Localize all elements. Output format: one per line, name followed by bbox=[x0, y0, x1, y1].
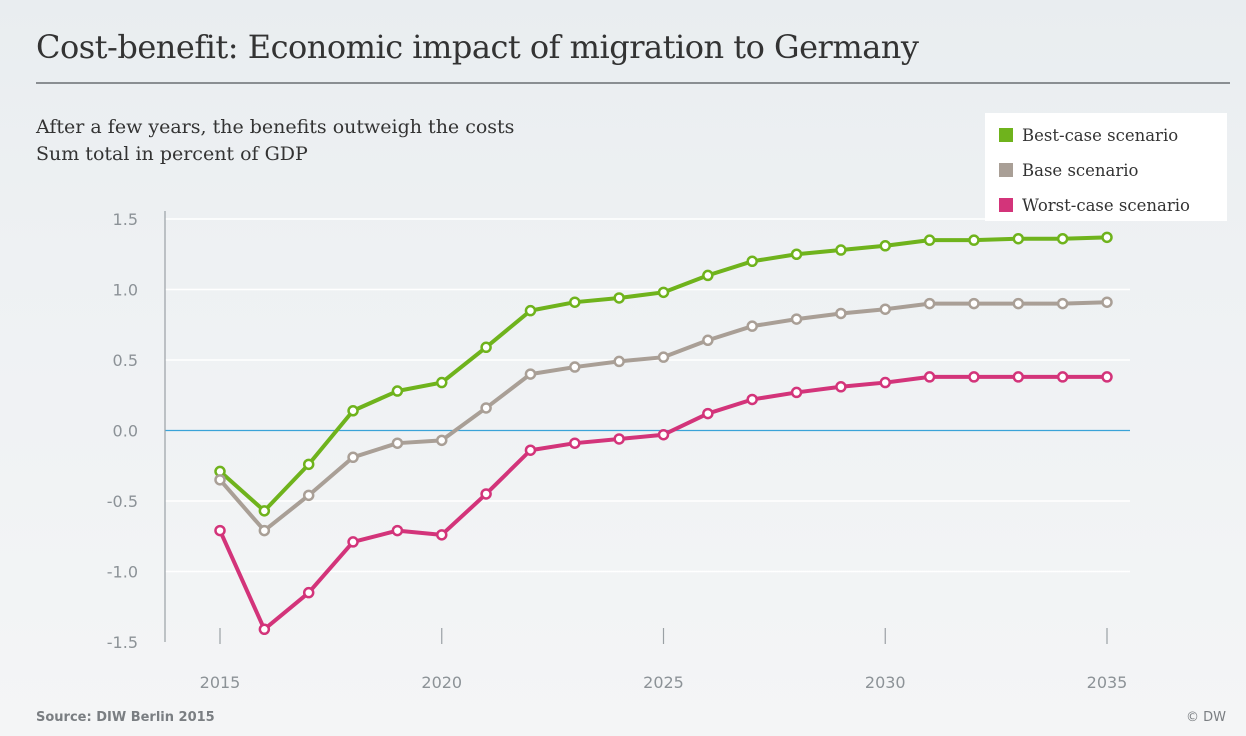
data-point-worst-case-scenario bbox=[569, 437, 581, 449]
data-point-best-case-scenario bbox=[1101, 231, 1113, 244]
data-point-base-scenario bbox=[480, 402, 492, 414]
data-point-worst-case-scenario bbox=[657, 428, 670, 441]
subtitle-line-1: After a few years, the benefits outweigh… bbox=[36, 116, 515, 138]
data-point-worst-case-scenario bbox=[480, 488, 492, 500]
data-point-base-scenario bbox=[835, 307, 847, 320]
data-point-base-scenario bbox=[436, 434, 448, 447]
legend-label-base: Base scenario bbox=[1022, 160, 1139, 180]
data-point-base-scenario bbox=[613, 355, 625, 368]
x-tick-label: 2025 bbox=[643, 673, 684, 692]
x-tick-label: 2030 bbox=[865, 673, 906, 692]
data-point-worst-case-scenario bbox=[879, 376, 891, 389]
data-point-worst-case-scenario bbox=[347, 536, 359, 548]
data-point-best-case-scenario bbox=[258, 505, 271, 517]
data-point-base-scenario bbox=[1012, 297, 1025, 310]
x-tick-label: 2035 bbox=[1087, 673, 1128, 692]
data-point-best-case-scenario bbox=[968, 234, 980, 246]
y-tick-label: -1.5 bbox=[107, 633, 138, 652]
data-point-base-scenario bbox=[569, 361, 581, 373]
data-point-worst-case-scenario bbox=[968, 371, 980, 383]
data-point-base-scenario bbox=[347, 451, 359, 464]
data-point-best-case-scenario bbox=[879, 240, 891, 252]
data-point-best-case-scenario bbox=[923, 234, 936, 246]
data-point-worst-case-scenario bbox=[214, 524, 226, 537]
data-point-best-case-scenario bbox=[347, 405, 359, 417]
data-point-base-scenario bbox=[790, 313, 803, 325]
data-point-base-scenario bbox=[214, 474, 226, 486]
data-point-worst-case-scenario bbox=[702, 407, 714, 420]
legend-item-best-case: Best-case scenario bbox=[999, 125, 1178, 145]
data-point-worst-case-scenario bbox=[1101, 371, 1113, 383]
data-point-best-case-scenario bbox=[613, 292, 625, 304]
legend-label-worst-case: Worst-case scenario bbox=[1022, 195, 1190, 215]
data-point-best-case-scenario bbox=[1056, 232, 1069, 245]
data-point-best-case-scenario bbox=[790, 248, 803, 260]
data-point-base-scenario bbox=[258, 524, 271, 537]
data-point-best-case-scenario bbox=[657, 286, 670, 299]
y-tick-label: -0.5 bbox=[107, 492, 138, 511]
data-point-base-scenario bbox=[391, 437, 404, 449]
data-point-worst-case-scenario bbox=[923, 371, 936, 383]
data-point-worst-case-scenario bbox=[835, 381, 847, 393]
source-note: Source: DIW Berlin 2015 bbox=[36, 710, 215, 725]
copyright-credit: © DW bbox=[1186, 710, 1226, 725]
legend-item-worst-case: Worst-case scenario bbox=[999, 195, 1190, 215]
data-point-best-case-scenario bbox=[1012, 232, 1025, 245]
data-point-base-scenario bbox=[524, 368, 537, 380]
data-point-base-scenario bbox=[923, 297, 936, 310]
data-point-best-case-scenario bbox=[746, 255, 758, 268]
data-point-best-case-scenario bbox=[480, 341, 492, 354]
data-point-base-scenario bbox=[302, 489, 315, 502]
subtitle-line-2: Sum total in percent of GDP bbox=[36, 143, 308, 165]
chart-subtitle: After a few years, the benefits outweigh… bbox=[36, 114, 514, 168]
legend-label-best-case: Best-case scenario bbox=[1022, 125, 1179, 145]
chart-title: Cost-benefit: Economic impact of migrati… bbox=[36, 28, 919, 66]
data-point-worst-case-scenario bbox=[436, 529, 448, 541]
data-point-worst-case-scenario bbox=[524, 444, 537, 456]
data-point-best-case-scenario bbox=[569, 296, 581, 308]
y-tick-label: 1.0 bbox=[113, 281, 138, 300]
legend-item-base: Base scenario bbox=[999, 160, 1138, 180]
y-tick-label: -1.0 bbox=[107, 563, 138, 582]
data-point-base-scenario bbox=[879, 303, 891, 315]
data-point-worst-case-scenario bbox=[1012, 371, 1025, 383]
data-point-best-case-scenario bbox=[391, 385, 404, 397]
y-tick-label: 0.5 bbox=[113, 351, 138, 370]
data-point-best-case-scenario bbox=[835, 244, 847, 256]
title-divider bbox=[36, 82, 1230, 84]
legend-swatch-base bbox=[999, 163, 1013, 177]
data-point-base-scenario bbox=[968, 297, 980, 310]
data-point-base-scenario bbox=[746, 320, 758, 332]
data-point-base-scenario bbox=[657, 351, 670, 363]
legend-swatch-best-case bbox=[999, 128, 1013, 142]
x-tick-label: 2015 bbox=[200, 673, 241, 692]
y-tick-label: 0.0 bbox=[113, 422, 138, 441]
legend: Best-case scenario Base scenario Worst-c… bbox=[985, 113, 1227, 221]
legend-swatch-worst-case bbox=[999, 198, 1013, 212]
data-point-base-scenario bbox=[1056, 297, 1069, 310]
data-point-worst-case-scenario bbox=[613, 433, 625, 445]
data-point-best-case-scenario bbox=[524, 304, 537, 317]
y-tick-label: 1.5 bbox=[113, 210, 138, 229]
data-point-base-scenario bbox=[702, 334, 714, 347]
data-point-base-scenario bbox=[1101, 296, 1113, 308]
data-point-worst-case-scenario bbox=[746, 393, 758, 406]
data-point-worst-case-scenario bbox=[1056, 371, 1069, 383]
x-tick-label: 2020 bbox=[421, 673, 462, 692]
data-point-best-case-scenario bbox=[702, 269, 714, 282]
data-point-worst-case-scenario bbox=[258, 623, 271, 636]
data-point-worst-case-scenario bbox=[790, 386, 803, 399]
data-point-best-case-scenario bbox=[436, 376, 448, 389]
data-point-worst-case-scenario bbox=[391, 524, 404, 537]
data-point-best-case-scenario bbox=[302, 458, 315, 471]
data-point-worst-case-scenario bbox=[302, 586, 315, 599]
